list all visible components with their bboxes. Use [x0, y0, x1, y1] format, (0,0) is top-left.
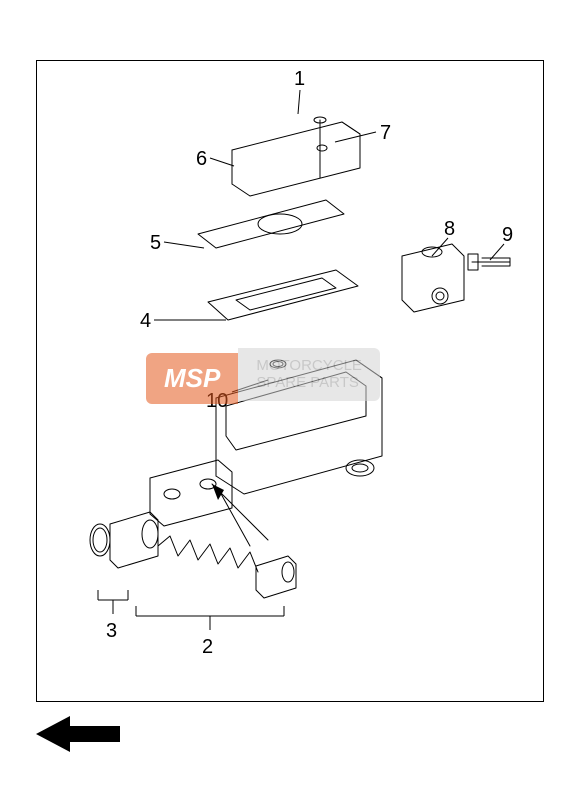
watermark: MSP MOTORCYCLE SPARE PARTS [146, 348, 380, 404]
view-direction-arrow [36, 716, 126, 752]
watermark-line1: MOTORCYCLE [256, 357, 362, 374]
watermark-logo: MSP [146, 353, 238, 404]
watermark-line2: SPARE PARTS [256, 374, 359, 391]
watermark-text: MOTORCYCLE SPARE PARTS [238, 348, 380, 401]
